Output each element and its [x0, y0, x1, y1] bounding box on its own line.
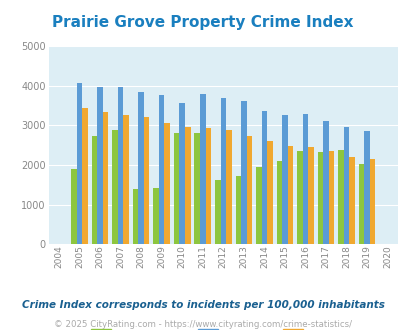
- Bar: [117, 87, 123, 244]
- Bar: [179, 103, 185, 244]
- Bar: [112, 130, 117, 244]
- Bar: [205, 128, 211, 244]
- Bar: [123, 115, 129, 244]
- Bar: [226, 130, 231, 244]
- Legend: Prairie Grove, Arkansas, National: Prairie Grove, Arkansas, National: [86, 325, 359, 330]
- Bar: [256, 167, 261, 244]
- Bar: [241, 101, 246, 244]
- Bar: [287, 146, 292, 244]
- Bar: [322, 121, 328, 244]
- Bar: [200, 94, 205, 244]
- Bar: [173, 133, 179, 244]
- Bar: [358, 164, 363, 244]
- Bar: [266, 141, 272, 244]
- Bar: [77, 83, 82, 244]
- Text: Prairie Grove Property Crime Index: Prairie Grove Property Crime Index: [52, 15, 353, 30]
- Bar: [246, 136, 252, 244]
- Bar: [143, 117, 149, 244]
- Bar: [317, 152, 322, 244]
- Text: © 2025 CityRating.com - https://www.cityrating.com/crime-statistics/: © 2025 CityRating.com - https://www.city…: [54, 319, 351, 329]
- Bar: [235, 176, 241, 244]
- Bar: [296, 151, 302, 244]
- Bar: [164, 123, 170, 244]
- Bar: [82, 108, 87, 244]
- Bar: [276, 161, 281, 244]
- Bar: [153, 188, 158, 244]
- Bar: [307, 147, 313, 244]
- Bar: [328, 151, 333, 244]
- Bar: [71, 169, 77, 244]
- Bar: [302, 114, 307, 244]
- Text: Crime Index corresponds to incidents per 100,000 inhabitants: Crime Index corresponds to incidents per…: [21, 300, 384, 310]
- Bar: [102, 112, 108, 244]
- Bar: [97, 87, 102, 244]
- Bar: [281, 115, 287, 244]
- Bar: [132, 189, 138, 244]
- Bar: [348, 157, 354, 244]
- Bar: [215, 180, 220, 244]
- Bar: [92, 137, 97, 244]
- Bar: [185, 127, 190, 244]
- Bar: [337, 149, 343, 244]
- Bar: [369, 159, 375, 244]
- Bar: [158, 94, 164, 244]
- Bar: [261, 111, 266, 244]
- Bar: [220, 98, 226, 244]
- Bar: [363, 131, 369, 244]
- Bar: [138, 92, 143, 244]
- Bar: [194, 133, 200, 244]
- Bar: [343, 127, 348, 244]
